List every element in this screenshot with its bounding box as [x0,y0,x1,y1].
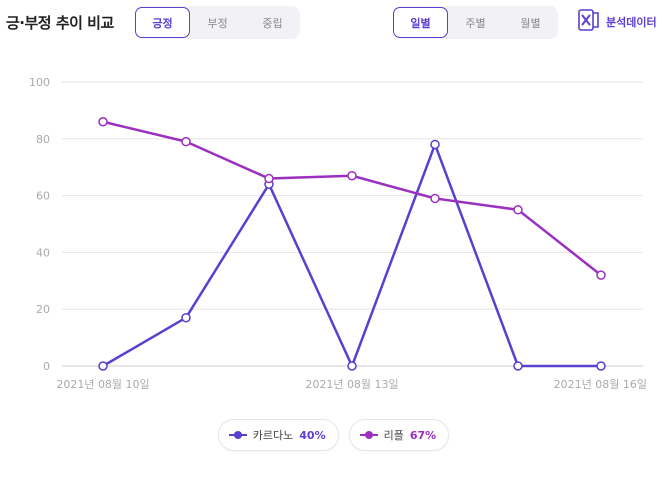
legend-series-pct: 67% [409,428,437,442]
legend-marker-cardano [228,430,247,440]
tab-neutral[interactable]: 중립 [262,16,283,30]
data-point [98,117,108,127]
data-point [264,173,274,184]
x-tick-label: 2021년 08월 13일 [305,377,398,391]
chart-panel [16,52,656,472]
legend-item-cardano[interactable]: 카르다노 40% [217,419,339,451]
tab-monthly[interactable]: 월별 [520,16,541,30]
line-chart: 0 20 40 60 80 100 2021년 08월 10일 2021년 08월 13일 20… [29,76,647,391]
data-point [596,270,606,280]
legend: 카르다노 40% 리플 67% [0,419,667,451]
data-point [347,361,357,371]
tab-daily[interactable]: 일별 [393,7,448,38]
tab-positive[interactable]: 긍정 [135,7,190,38]
data-point [430,193,440,204]
legend-item-ripple[interactable]: 리플 67% [348,419,450,451]
y-tick-label: 100 [29,76,50,89]
y-tick-label: 0 [43,360,50,373]
y-tick-label: 80 [36,133,50,146]
sentiment-tab-group: 긍정 부정 중립 [135,6,300,39]
data-point [430,139,440,150]
data-point [98,361,108,371]
data-point [513,361,523,371]
y-tick-label: 20 [36,303,50,316]
y-tick-label: 60 [36,190,50,203]
x-tick-label: 2021년 08월 16일 [554,377,647,391]
page-title: 긍·부정 추이 비교 [6,14,114,32]
x-tick-label: 2021년 08월 10일 [56,377,149,391]
header: 긍·부정 추이 비교 긍정 부정 중립 일별 주별 월별 분석데이터 [0,0,667,46]
legend-series-name: 카르다노 [252,429,294,442]
data-point [596,361,606,371]
export-data-button[interactable]: 분석데이터 [578,8,657,36]
data-point [347,170,357,181]
legend-series-name: 리플 [383,429,404,442]
period-tab-group: 일별 주별 월별 [393,6,558,39]
legend-series-pct: 40% [299,428,326,442]
export-label: 분석데이터 [606,16,657,29]
legend-marker-ripple [359,430,378,440]
data-point [181,312,191,323]
tab-negative[interactable]: 부정 [207,16,228,30]
tab-weekly[interactable]: 주별 [465,16,486,30]
y-tick-label: 40 [36,246,50,259]
data-point [513,205,523,215]
data-point [181,136,191,147]
excel-icon [578,8,600,36]
